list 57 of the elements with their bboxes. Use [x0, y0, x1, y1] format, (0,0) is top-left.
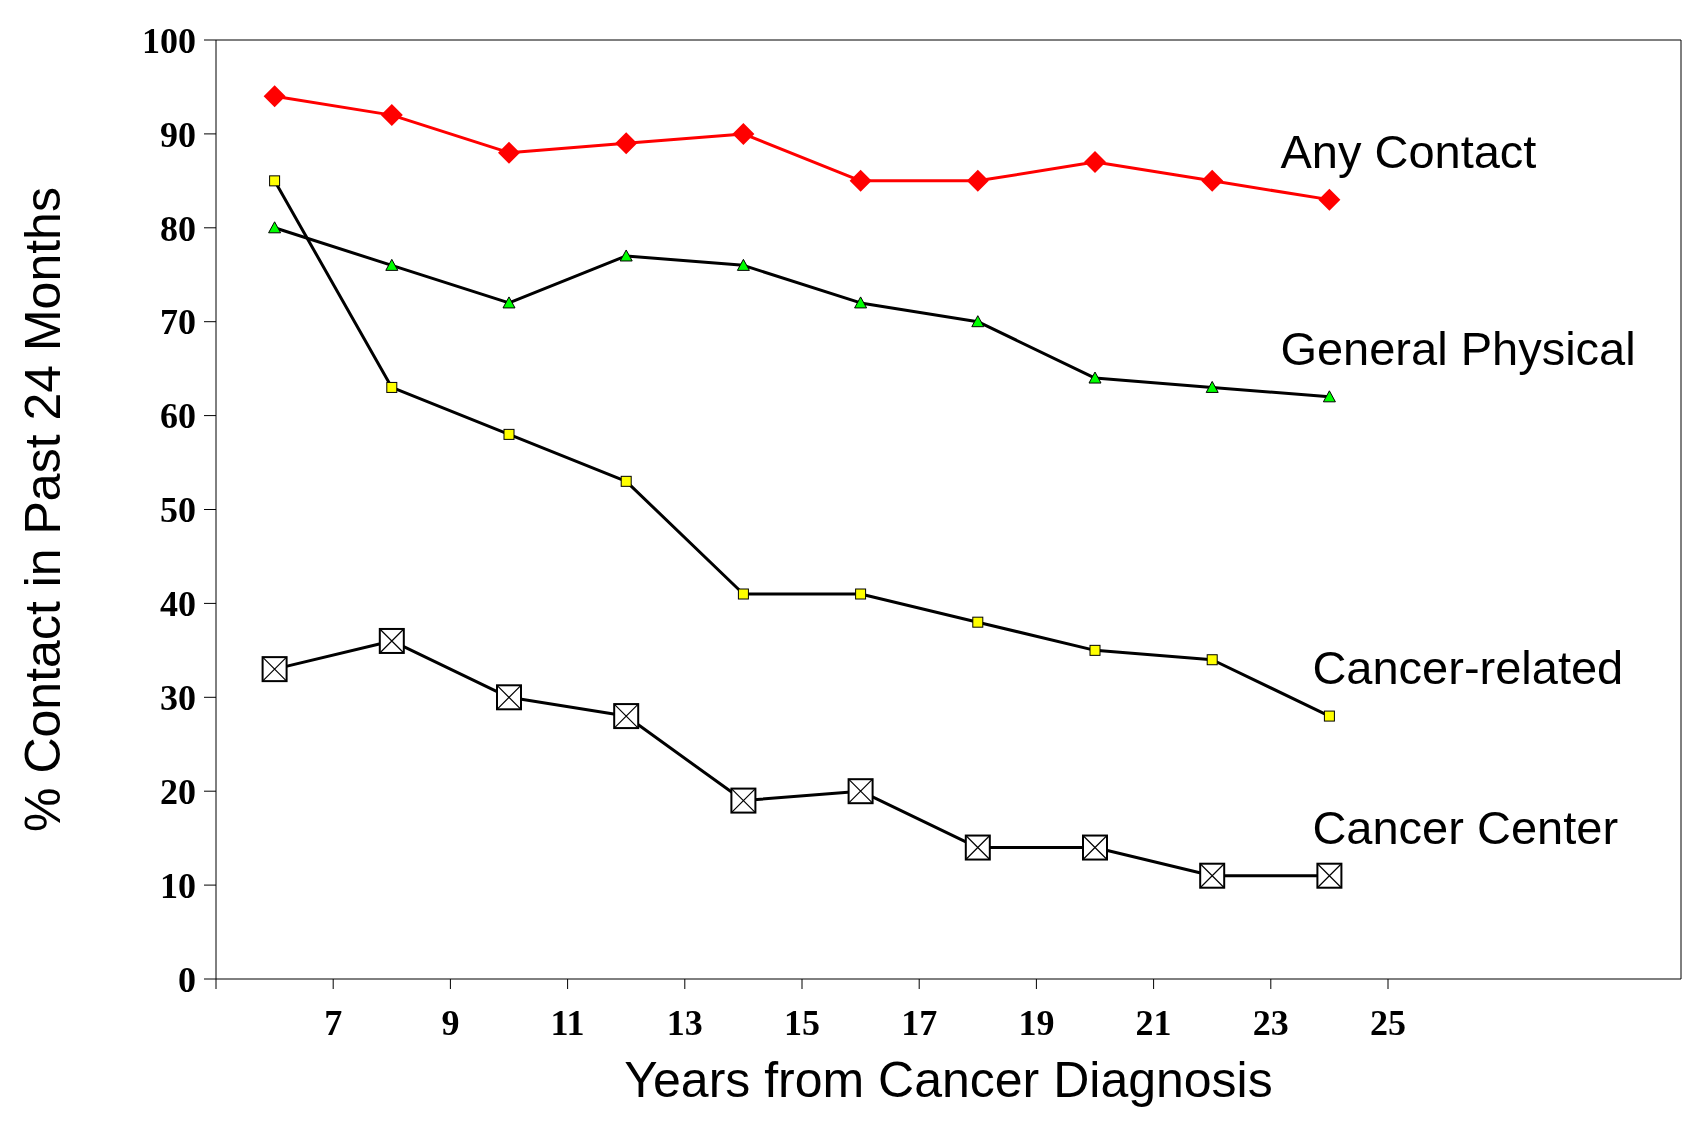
- point: [732, 122, 755, 145]
- x-tick-label: 21: [1135, 1002, 1172, 1043]
- point: [1206, 654, 1218, 666]
- y-tick-label: 60: [160, 396, 196, 437]
- point: [855, 588, 867, 600]
- point: [620, 475, 632, 487]
- series-label: Cancer Center: [1312, 800, 1619, 854]
- series-label: General Physical: [1280, 321, 1636, 375]
- point: [498, 141, 520, 164]
- point: [1201, 169, 1224, 192]
- y-axis-title: % Contact in Past 24 Months: [14, 187, 71, 832]
- x-tick-label: 17: [901, 1002, 938, 1043]
- x-tick-label: 15: [784, 1002, 820, 1043]
- x-axis-title: Years from Cancer Diagnosis: [624, 1052, 1273, 1108]
- point: [737, 588, 749, 600]
- y-tick-label: 50: [160, 490, 196, 531]
- point: [502, 296, 516, 309]
- point: [269, 175, 281, 187]
- point: [1318, 188, 1341, 211]
- x-tick-label: 13: [666, 1002, 703, 1043]
- point: [971, 315, 985, 328]
- y-tick-label: 80: [160, 208, 196, 249]
- point: [1084, 151, 1106, 174]
- point: [1205, 380, 1219, 393]
- x-tick-label: 7: [324, 1002, 343, 1043]
- point: [1089, 644, 1101, 656]
- series-label: Any Contact: [1280, 124, 1537, 178]
- y-tick-label: 100: [142, 20, 196, 61]
- y-tick-label: 20: [160, 771, 196, 812]
- point: [503, 428, 515, 440]
- point: [1322, 390, 1336, 403]
- x-tick-label: 11: [550, 1002, 585, 1043]
- point: [380, 104, 403, 127]
- point: [1323, 710, 1335, 722]
- y-tick-label: 40: [160, 584, 196, 625]
- y-tick-label: 30: [160, 678, 196, 719]
- point: [849, 169, 872, 192]
- point: [972, 616, 984, 628]
- point: [1088, 371, 1102, 384]
- y-tick-label: 0: [178, 959, 196, 1000]
- y-tick-label: 10: [160, 865, 196, 906]
- point: [619, 249, 633, 262]
- point: [615, 132, 638, 155]
- point: [854, 296, 868, 309]
- series-label: Cancer-related: [1312, 641, 1624, 695]
- y-tick-label: 70: [160, 302, 196, 343]
- point: [268, 221, 282, 234]
- x-tick-label: 9: [441, 1002, 460, 1043]
- y-tick-label: 90: [160, 114, 196, 155]
- point: [736, 258, 750, 271]
- x-tick-label: 19: [1018, 1002, 1055, 1043]
- point: [966, 169, 989, 192]
- point: [386, 381, 398, 393]
- point: [385, 258, 399, 271]
- x-tick-label: 25: [1370, 1002, 1406, 1043]
- point: [263, 85, 286, 108]
- x-tick-label: 23: [1252, 1002, 1289, 1043]
